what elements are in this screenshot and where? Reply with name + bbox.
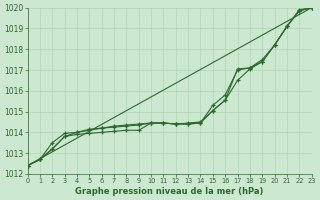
X-axis label: Graphe pression niveau de la mer (hPa): Graphe pression niveau de la mer (hPa) — [76, 187, 264, 196]
